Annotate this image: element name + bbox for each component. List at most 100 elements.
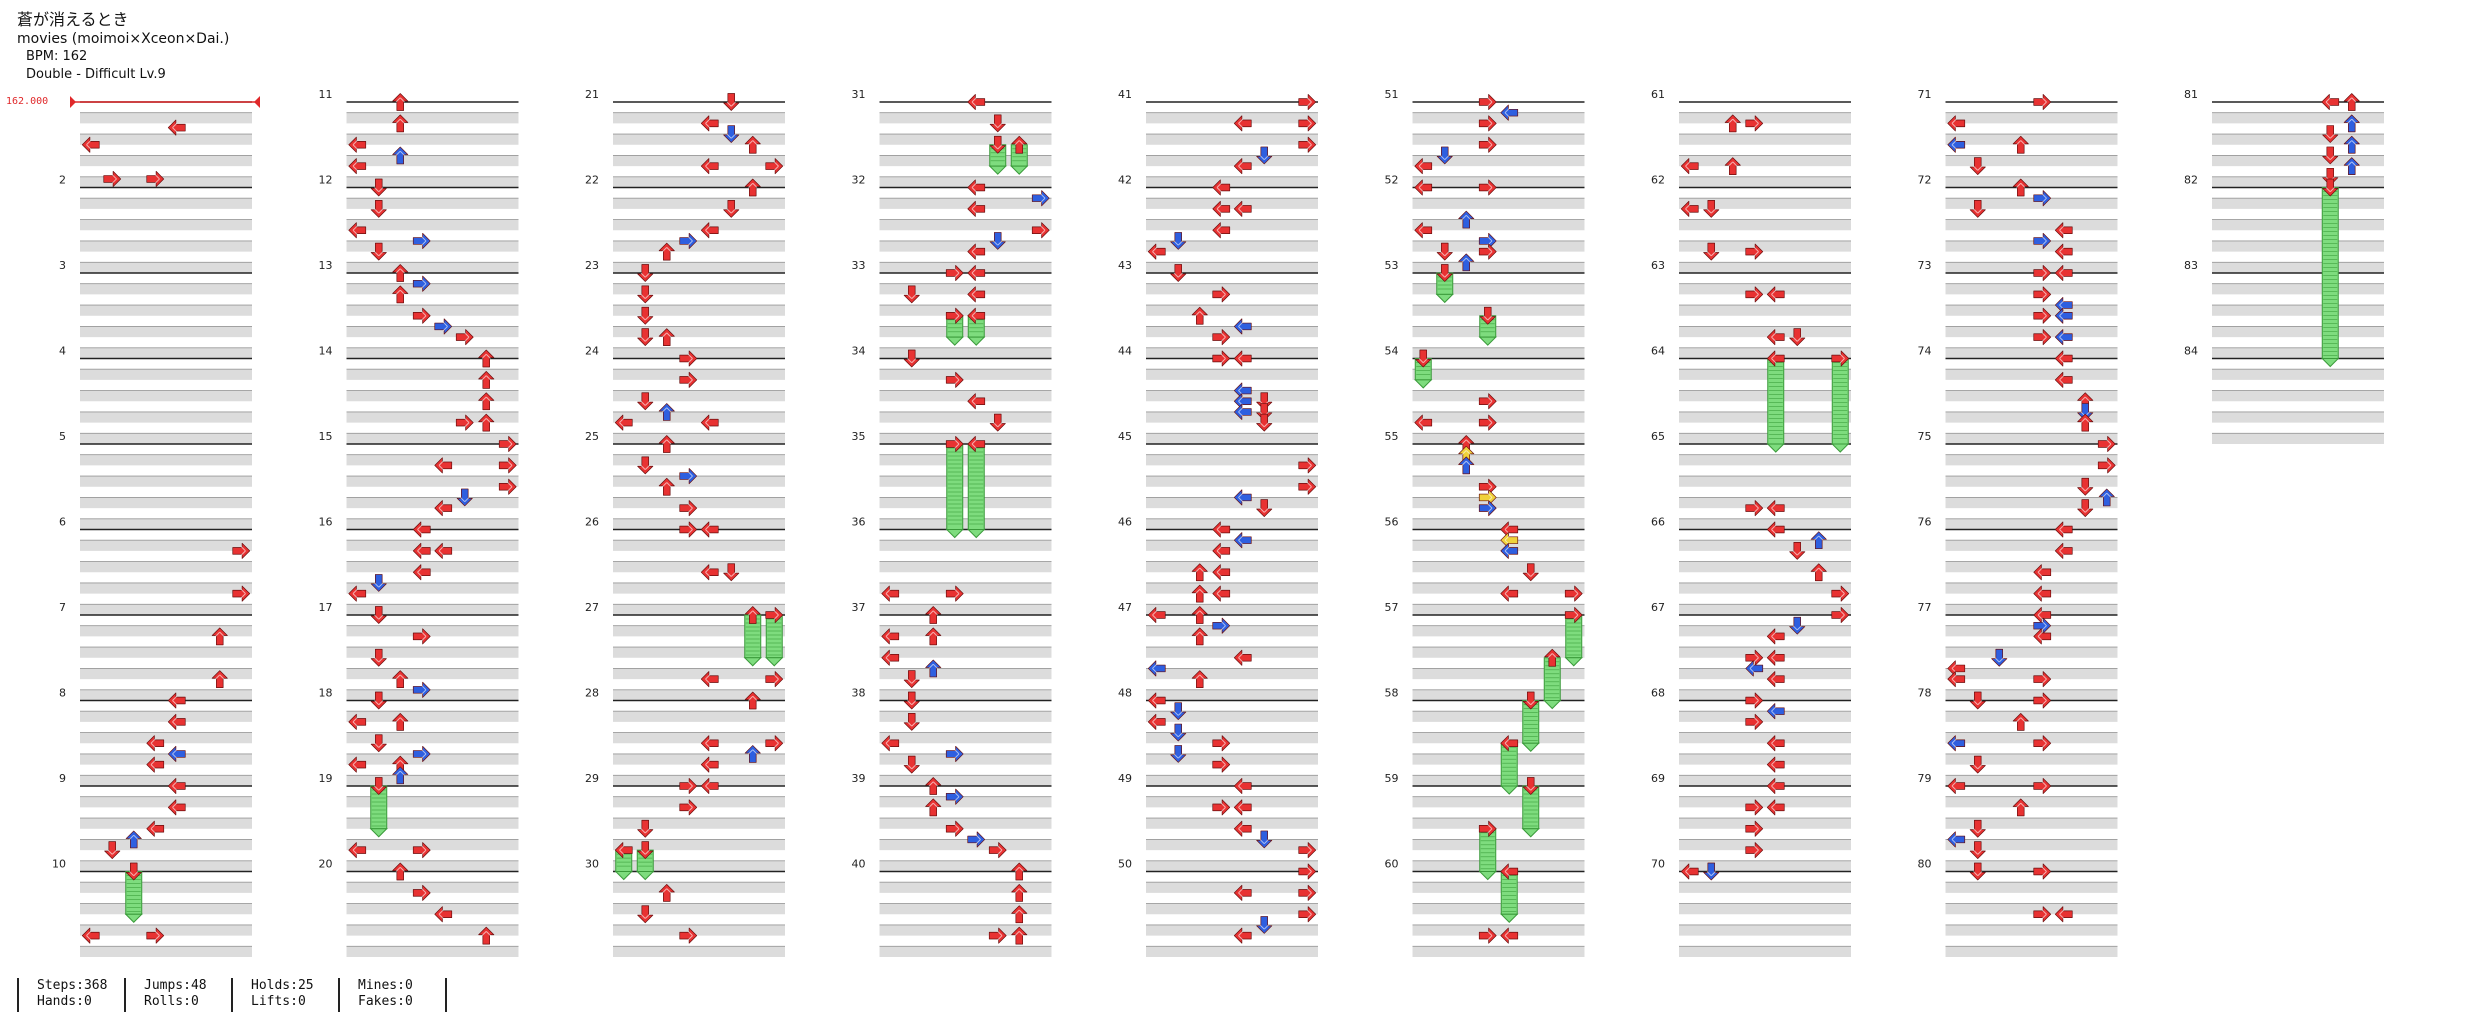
arrow-highlight xyxy=(1526,785,1536,791)
arrow-shape xyxy=(146,927,165,944)
arrow-shape xyxy=(1745,286,1764,303)
arrow-highlight xyxy=(705,225,711,235)
beat-band xyxy=(80,818,252,829)
arrow-up-icon xyxy=(1191,627,1208,646)
arrow-right-icon xyxy=(1212,617,1231,634)
arrow-left-icon xyxy=(1147,660,1166,677)
beat-band xyxy=(346,219,519,231)
beat-band xyxy=(1146,262,1318,273)
measure-number: 83 xyxy=(2184,259,2198,272)
arrow-up-icon xyxy=(1810,563,1827,582)
arrow-highlight xyxy=(352,760,358,770)
arrow-shape xyxy=(967,179,986,196)
arrow-right-icon xyxy=(765,607,784,623)
beat-band xyxy=(346,561,519,573)
arrow-left-icon xyxy=(1147,243,1166,260)
arrow-right-icon xyxy=(412,307,431,324)
beat-band xyxy=(80,347,252,359)
arrow-right-icon xyxy=(1478,243,1497,260)
arrow-highlight xyxy=(1461,214,1471,220)
arrow-up-icon xyxy=(392,670,409,688)
arrow-shape xyxy=(167,778,186,794)
beat-band xyxy=(80,518,252,530)
beat-band xyxy=(1146,775,1318,786)
arrow-highlight xyxy=(687,524,693,535)
arrow-highlight xyxy=(1973,165,1983,171)
arrow-highlight xyxy=(975,834,981,845)
beat-band xyxy=(879,753,1052,765)
arrow-left-icon xyxy=(1233,820,1252,837)
arrow-up-icon xyxy=(744,691,761,710)
stats-group-mines: Mines:0 Fakes:0 xyxy=(338,978,413,1012)
arrow-highlight xyxy=(1487,182,1493,193)
arrow-down-icon xyxy=(2322,178,2339,197)
beat-band xyxy=(1146,219,1318,231)
beat-band xyxy=(2212,433,2384,444)
arrow-shape xyxy=(700,671,719,688)
beat-band xyxy=(1945,818,2118,829)
arrow-left-icon xyxy=(434,542,453,559)
beat-band xyxy=(346,839,519,851)
arrow-highlight xyxy=(1504,738,1510,748)
beat-band xyxy=(1146,134,1318,145)
arrow-highlight xyxy=(971,268,977,278)
hold-tail-icon xyxy=(1521,828,1540,838)
beat-band xyxy=(613,134,785,145)
arrow-shape xyxy=(1414,158,1433,175)
beat-band xyxy=(1945,582,2118,594)
arrow-right-icon xyxy=(1745,713,1764,730)
arrow-shape xyxy=(700,735,719,752)
arrow-shape xyxy=(1969,157,1986,175)
arrow-highlight xyxy=(1839,589,1845,599)
beat-band xyxy=(346,240,519,252)
measure-number: 14 xyxy=(319,345,333,358)
arrow-highlight xyxy=(1195,589,1205,594)
arrow-shape xyxy=(1766,756,1785,773)
arrow-shape xyxy=(1458,253,1475,272)
arrow-highlight xyxy=(1216,182,1222,193)
arrow-highlight xyxy=(2080,486,2090,492)
measure-number: 25 xyxy=(585,430,599,443)
arrow-highlight xyxy=(1173,732,1183,738)
arrow-up-icon xyxy=(392,146,409,165)
arrow-highlight xyxy=(1753,653,1759,663)
arrow-down-icon xyxy=(903,755,920,774)
arrow-shape xyxy=(1500,585,1519,602)
arrow-right-icon xyxy=(679,927,698,944)
arrow-down-icon xyxy=(637,905,654,924)
arrow-highlight xyxy=(395,770,405,776)
arrow-shape xyxy=(167,799,186,816)
hold-body-icon xyxy=(2321,187,2339,359)
beat-band xyxy=(613,240,785,252)
hold-tail-icon xyxy=(1564,657,1583,667)
arrow-highlight xyxy=(928,663,938,669)
arrow-highlight xyxy=(662,439,672,445)
arrow-right-icon xyxy=(232,542,251,559)
hold-tail-icon xyxy=(1543,700,1562,710)
beat-band xyxy=(1945,411,2118,423)
beat-band xyxy=(1679,561,1851,573)
arrow-left-icon xyxy=(1766,286,1785,303)
arrow-shape xyxy=(637,456,654,475)
arrow-left-icon xyxy=(1414,158,1433,175)
beat-band xyxy=(346,753,519,765)
arrow-highlight xyxy=(705,781,711,791)
measure-number: 13 xyxy=(319,259,333,272)
arrow-down-icon xyxy=(723,125,740,143)
arrow-shape xyxy=(1191,584,1208,603)
beat-band xyxy=(1412,582,1585,594)
arrow-shape xyxy=(434,542,453,559)
beat-band xyxy=(879,647,1052,658)
arrow-right-icon xyxy=(2033,94,2052,110)
arrow-shape xyxy=(2033,564,2052,581)
arrow-highlight xyxy=(640,336,650,342)
arrow-highlight xyxy=(1014,866,1024,872)
arrow-highlight xyxy=(1753,289,1759,299)
arrow-shape xyxy=(434,318,453,335)
arrow-left-icon xyxy=(1147,607,1166,623)
beat-band xyxy=(613,946,785,957)
arrow-right-icon xyxy=(1831,350,1850,367)
arrow-shape xyxy=(2077,403,2094,421)
arrow-highlight xyxy=(1753,503,1759,513)
arrow-highlight xyxy=(748,749,758,755)
